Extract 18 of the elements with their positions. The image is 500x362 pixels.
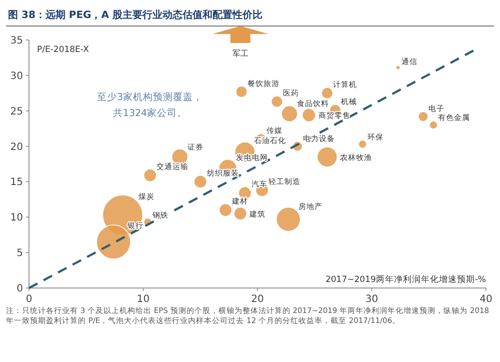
y-tick-label: 30: [10, 70, 23, 82]
x-tick-label: 0: [26, 294, 32, 305]
x-tick-label: 20: [251, 294, 264, 305]
y-axis-title: P/E-2018E-X: [37, 45, 90, 55]
x-tick-label: 10: [136, 294, 150, 305]
annotation: 军工: [232, 49, 248, 58]
y-tick-label: 20: [10, 142, 23, 153]
chart-title: 图 38：远期 PEG，A 股主要行业动态估值和配置性价比: [8, 9, 262, 21]
annotation: 至少3家机构预测覆盖，共1324家公司。: [96, 91, 204, 119]
y-tick-label: 15: [10, 177, 23, 188]
y-tick-label: 10: [10, 212, 23, 224]
y-tick-label: 5: [16, 248, 23, 260]
y-tick-label: 35: [10, 36, 23, 46]
y-tick-label: 0: [16, 284, 23, 294]
x-axis-title: 2017~2019两年净利润年化增速预期-%: [325, 274, 486, 285]
x-tick-label: 30: [365, 294, 378, 305]
y-tick-label: 25: [10, 106, 23, 118]
x-tick-label: 40: [480, 294, 492, 305]
